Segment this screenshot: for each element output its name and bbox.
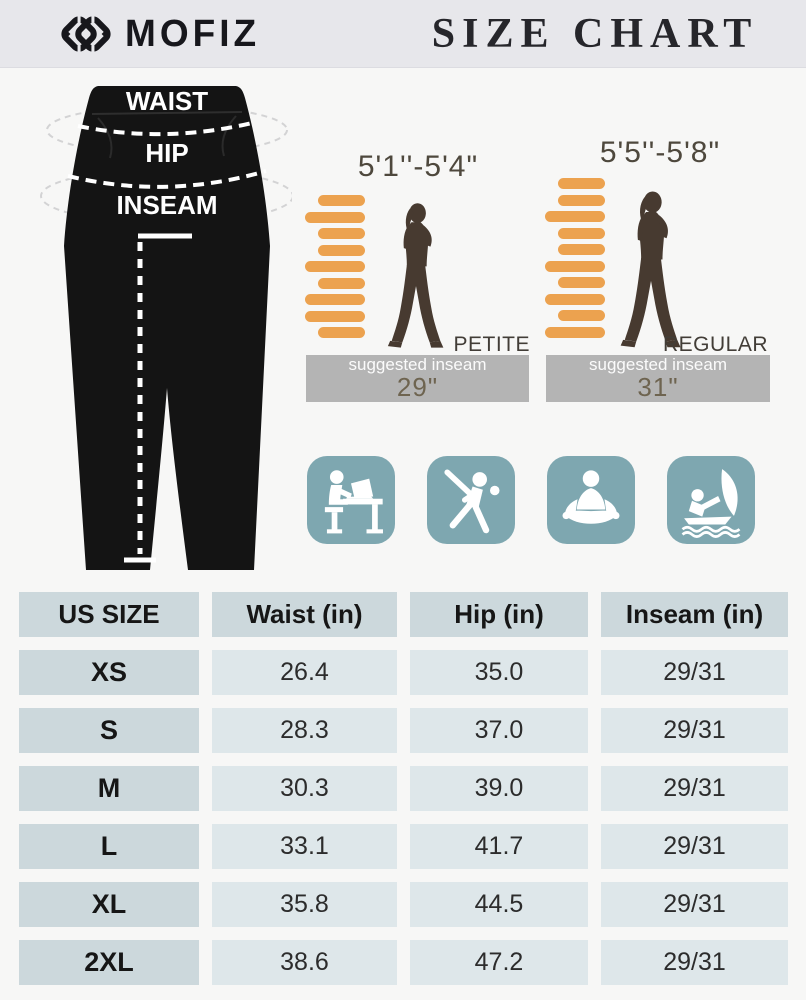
inseam-value: 29/31 — [601, 708, 788, 753]
hip-value: 47.2 — [410, 940, 588, 985]
size-label: M — [19, 766, 199, 811]
baseball-icon — [427, 456, 515, 544]
ruler-bar — [558, 194, 605, 206]
ruler-bar — [305, 310, 365, 322]
hip-value: 41.7 — [410, 824, 588, 869]
waistband-seam — [91, 111, 243, 115]
column-header-waist: Waist (in) — [212, 592, 397, 637]
brand: MOFIZ — [60, 0, 260, 67]
waist-value: 35.8 — [212, 882, 397, 927]
sailing-icon — [667, 456, 755, 544]
ruler-bar — [545, 211, 605, 222]
petite-inseam-banner: suggested inseam 29" — [306, 355, 529, 402]
ruler-bar — [558, 244, 605, 255]
hip-value: 37.0 — [410, 708, 588, 753]
petite-inseam-value: 29" — [396, 371, 439, 402]
ruler-bar — [318, 195, 365, 206]
waist-dashed-line — [77, 120, 257, 137]
ruler-bar — [318, 327, 365, 338]
ruler-bar — [545, 326, 605, 338]
regular-height-range: 5'5''-5'8" — [599, 136, 721, 169]
inseam-label: INSEAM — [116, 190, 217, 220]
size-label: XS — [19, 650, 199, 695]
page-title: SIZE CHART — [431, 10, 759, 57]
size-label: 2XL — [19, 940, 199, 985]
ruler-bar — [545, 293, 605, 305]
ruler-bar — [558, 277, 605, 288]
hip-value: 35.0 — [410, 650, 588, 695]
inseam-value: 29/31 — [601, 766, 788, 811]
mofiz-logo-icon — [61, 13, 111, 54]
column-header-hip: Hip (in) — [410, 592, 588, 637]
regular-woman-silhouette — [620, 191, 681, 348]
ruler-bar — [558, 178, 605, 189]
pants-silhouette — [64, 86, 270, 570]
inseam-value: 29/31 — [601, 824, 788, 869]
inseam-value: 29/31 — [601, 650, 788, 695]
ruler-bar — [305, 261, 365, 272]
inseam-value: 29/31 — [601, 940, 788, 985]
left-pocket-seam — [97, 117, 113, 159]
yoga-icon — [547, 456, 635, 544]
petite-suggested-inseam-label: suggested inseam — [348, 354, 487, 374]
pants-measurement-diagram: WAIST HIP INSEAM — [40, 78, 292, 578]
regular-fit-label: REGULAR — [662, 333, 768, 356]
hip-dashed-line — [67, 169, 267, 189]
waist-value: 26.4 — [212, 650, 397, 695]
right-pocket-seam — [221, 115, 237, 157]
hip-label: HIP — [145, 138, 188, 168]
regular-height-ruler — [545, 178, 605, 338]
header: MOFIZ SIZE CHART — [0, 0, 806, 68]
size-label: XL — [19, 882, 199, 927]
waist-value: 38.6 — [212, 940, 397, 985]
petite-height-ruler — [305, 195, 365, 338]
column-header-us-size: US SIZE — [19, 592, 199, 637]
pants-illustration: WAIST HIP INSEAM — [40, 86, 292, 570]
size-label: S — [19, 708, 199, 753]
desk-work-icon — [307, 456, 395, 544]
ruler-bar — [545, 260, 605, 272]
waist-value: 33.1 — [212, 824, 397, 869]
ruler-bar — [305, 211, 365, 223]
ruler-bar — [318, 244, 365, 256]
waist-label: WAIST — [126, 86, 208, 116]
waist-value: 30.3 — [212, 766, 397, 811]
hip-value: 39.0 — [410, 766, 588, 811]
ruler-bar — [305, 294, 365, 305]
ruler-bar — [558, 310, 605, 321]
size-label: L — [19, 824, 199, 869]
petite-woman-silhouette — [387, 203, 444, 348]
size-table: US SIZE Waist (in) Hip (in) Inseam (in) … — [19, 592, 788, 985]
regular-inseam-banner: suggested inseam 31" — [546, 355, 770, 402]
regular-suggested-inseam-label: suggested inseam — [589, 354, 727, 374]
ruler-bar — [318, 277, 365, 289]
hip-value: 44.5 — [410, 882, 588, 927]
regular-inseam-value: 31" — [637, 371, 679, 402]
petite-height-range: 5'1''-5'4" — [357, 150, 479, 183]
ruler-bar — [318, 228, 365, 239]
inseam-value: 29/31 — [601, 882, 788, 927]
activity-icons-row — [307, 456, 771, 544]
ruler-bar — [558, 227, 605, 239]
petite-fit-label: PETITE — [453, 333, 530, 356]
waist-value: 28.3 — [212, 708, 397, 753]
brand-name: MOFIZ — [125, 12, 261, 54]
column-header-inseam: Inseam (in) — [601, 592, 788, 637]
